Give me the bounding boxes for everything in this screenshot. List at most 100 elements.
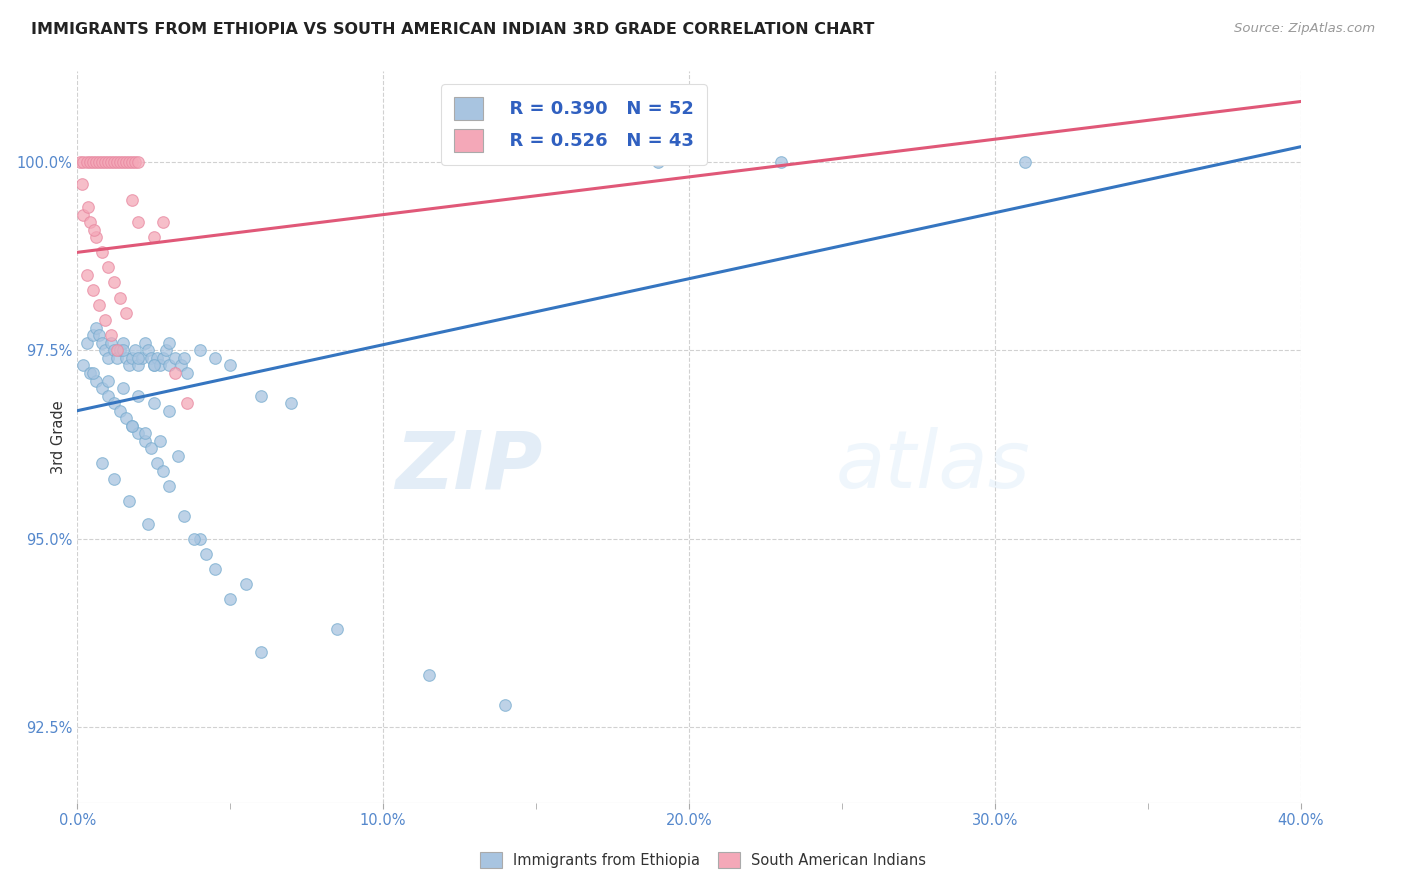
Point [170,359,193,373]
Point [84,374,107,388]
Point [134,426,156,441]
Point [149,359,172,373]
Point [124,343,146,358]
Point [112,381,135,395]
Point [176,396,198,410]
Point [127,154,149,169]
Point [103,471,125,485]
Point [165,351,187,365]
Point [495,698,517,712]
Point [97,260,120,275]
Point [82,283,104,297]
Point [183,532,205,546]
Point [115,306,138,320]
Point [115,411,138,425]
Point [142,359,165,373]
Point [105,154,128,169]
Point [131,351,153,365]
Point [121,418,143,433]
Point [146,351,169,365]
Point [167,449,190,463]
Point [108,403,131,417]
Point [82,154,104,169]
Point [204,351,226,365]
Point [72,359,94,373]
Point [121,193,143,207]
Text: ZIP: ZIP [395,427,543,506]
Point [103,276,125,290]
Point [173,351,195,365]
Point [157,359,180,373]
Point [100,154,122,169]
Point [118,359,141,373]
Point [157,479,180,493]
Point [142,396,165,410]
Point [127,359,149,373]
Point [103,343,125,358]
Point [94,313,117,327]
Point [204,562,226,576]
Point [134,335,156,350]
Point [108,154,131,169]
Point [155,343,177,358]
Point [194,547,217,561]
Point [142,230,165,244]
Point [250,645,273,659]
Point [103,154,125,169]
Point [173,509,195,524]
Point [121,154,143,169]
Point [121,351,143,365]
Point [152,215,174,229]
Point [108,343,131,358]
Point [326,623,349,637]
Point [79,366,101,380]
Point [115,154,138,169]
Point [83,223,105,237]
Point [90,154,112,169]
Point [127,215,149,229]
Point [127,426,149,441]
Point [152,351,174,365]
Point [97,351,120,365]
Point [139,351,162,365]
Point [94,343,117,358]
Point [82,328,104,343]
Point [97,389,120,403]
Point [90,335,112,350]
Point [1014,154,1036,169]
Point [69,154,91,169]
Text: IMMIGRANTS FROM ETHIOPIA VS SOUTH AMERICAN INDIAN 3RD GRADE CORRELATION CHART: IMMIGRANTS FROM ETHIOPIA VS SOUTH AMERIC… [31,22,875,37]
Point [157,335,180,350]
Point [139,442,162,456]
Point [84,320,107,334]
Point [90,381,112,395]
Point [134,434,156,448]
Point [79,215,101,229]
Point [121,418,143,433]
Point [76,268,98,282]
Point [100,335,122,350]
Point [769,154,792,169]
Point [90,457,112,471]
Point [647,154,669,169]
Point [118,494,141,508]
Point [72,208,94,222]
Point [142,359,165,373]
Point [82,366,104,380]
Point [112,343,135,358]
Point [188,532,211,546]
Point [136,516,159,531]
Point [112,335,135,350]
Point [127,389,149,403]
Point [97,374,120,388]
Point [418,667,440,681]
Point [112,154,135,169]
Point [87,328,110,343]
Point [115,351,138,365]
Point [105,343,128,358]
Point [90,245,112,260]
Point [105,351,128,365]
Point [70,178,93,192]
Point [157,403,180,417]
Point [87,154,110,169]
